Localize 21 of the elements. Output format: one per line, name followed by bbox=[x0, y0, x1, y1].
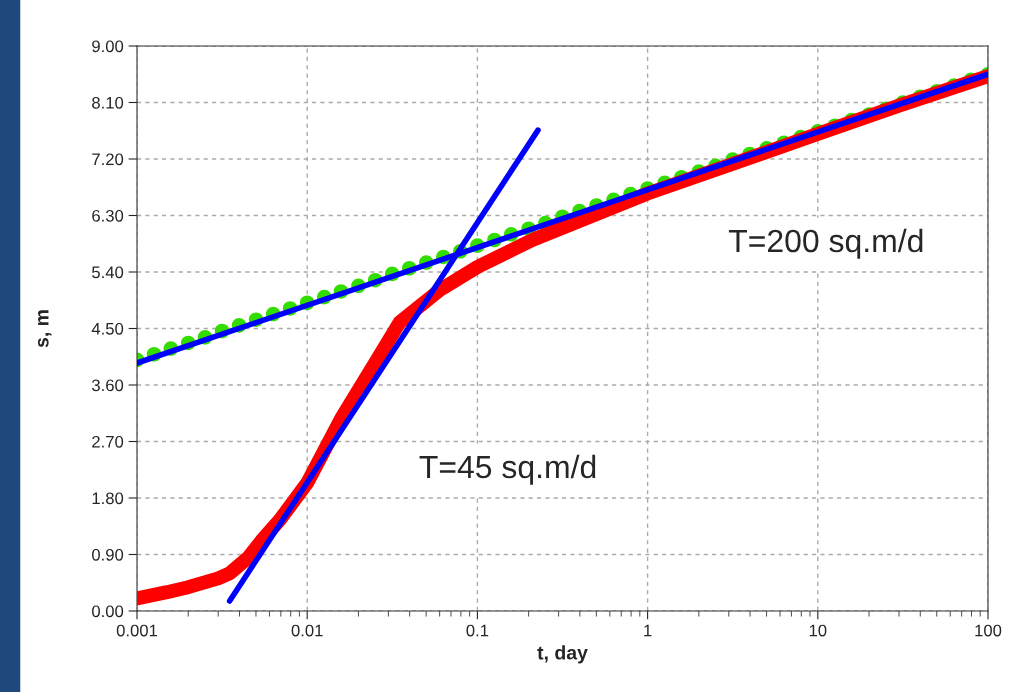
y-tick-label: 5.40 bbox=[92, 266, 124, 279]
annotation: T=45 sq.m/d bbox=[419, 454, 596, 485]
y-tick-label: 1.80 bbox=[92, 492, 124, 505]
x-tick-label: 100 bbox=[975, 624, 1002, 637]
y-tick-label: 0.00 bbox=[92, 605, 124, 618]
x-tick-label: 0.1 bbox=[466, 624, 489, 637]
y-tick-label: 7.20 bbox=[92, 153, 124, 166]
y-axis-title: s, m bbox=[37, 310, 52, 348]
x-axis-title: t, day bbox=[537, 645, 588, 664]
x-tick-label: 1 bbox=[644, 624, 652, 637]
y-tick-label: 0.90 bbox=[92, 548, 124, 561]
y-tick-label: 6.30 bbox=[92, 209, 124, 222]
y-tick-label: 4.50 bbox=[91, 322, 124, 335]
y-tick-label: 3.60 bbox=[92, 379, 124, 392]
x-tick-label: 0.001 bbox=[116, 624, 158, 637]
y-tick-label: 9.00 bbox=[92, 40, 124, 53]
x-tick-label: 10 bbox=[809, 624, 827, 637]
y-tick-label: 2.70 bbox=[92, 435, 124, 448]
x-tick-label: 0.01 bbox=[291, 624, 323, 637]
y-tick-label: 8.10 bbox=[92, 96, 124, 109]
annotation: T=200 sq.m/d bbox=[728, 228, 923, 259]
